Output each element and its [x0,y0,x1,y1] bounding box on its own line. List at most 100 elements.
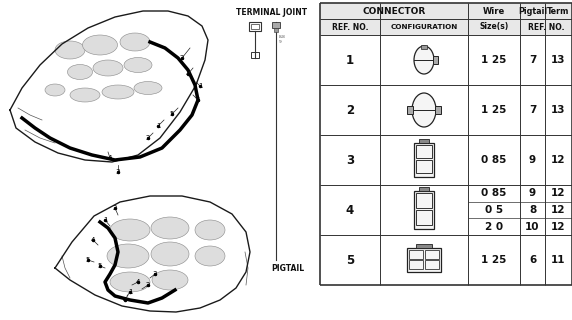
Text: 12: 12 [551,222,566,232]
Text: 8.8
9: 8.8 9 [279,35,286,44]
Bar [409,260,423,269]
Ellipse shape [152,270,188,290]
Text: 4: 4 [108,155,112,161]
Text: 1: 1 [346,53,354,67]
Text: CONFIGURATION: CONFIGURATION [390,24,458,30]
Ellipse shape [412,93,436,127]
Text: TERMINAL JOINT: TERMINAL JOINT [236,8,308,17]
Text: Pigtail: Pigtail [518,6,547,15]
Bar [251,52,259,58]
Text: 13: 13 [551,55,566,65]
Bar [416,210,432,225]
Bar [409,250,423,259]
Text: 12: 12 [551,188,566,198]
Ellipse shape [55,41,85,59]
Text: REF. NO.: REF. NO. [528,22,564,31]
Text: PIGTAIL: PIGTAIL [272,264,304,273]
Bar [320,3,572,35]
Text: 3: 3 [153,271,157,277]
Text: Term: Term [547,6,570,15]
Text: 13: 13 [551,105,566,115]
Text: 4: 4 [186,71,190,77]
Text: 5: 5 [346,253,354,267]
Bar [416,193,432,208]
Text: 2: 2 [180,55,184,61]
Text: 1 25: 1 25 [481,105,507,115]
Bar [419,139,429,143]
Text: 0 85: 0 85 [481,155,507,165]
Text: 4: 4 [136,279,140,285]
Text: 1 25: 1 25 [481,55,507,65]
Text: 7: 7 [529,105,536,115]
Bar [414,191,434,229]
Text: 1: 1 [103,217,108,223]
Text: 9: 9 [529,155,536,165]
Text: CONNECTOR: CONNECTOR [363,6,426,15]
Ellipse shape [414,46,434,74]
Ellipse shape [82,35,117,55]
Ellipse shape [67,65,93,79]
Bar [414,143,434,177]
Text: 5: 5 [170,111,174,117]
Text: 7: 7 [529,55,536,65]
Text: 2: 2 [146,282,150,288]
Text: 11: 11 [551,255,566,265]
Text: 3: 3 [116,169,120,175]
Text: 2: 2 [113,205,117,211]
Text: Size(s): Size(s) [479,22,509,31]
Text: Wire: Wire [483,6,505,15]
Bar [407,106,413,114]
Ellipse shape [70,88,100,102]
Text: 12: 12 [551,205,566,215]
Ellipse shape [93,60,123,76]
Bar [433,56,438,64]
Text: 5: 5 [98,263,102,269]
Text: 2 0: 2 0 [485,222,503,232]
Ellipse shape [195,246,225,266]
Text: 4: 4 [91,237,95,243]
Bar [249,22,261,31]
Ellipse shape [124,58,152,73]
Bar [425,250,439,259]
Bar [407,248,441,272]
Text: 2: 2 [346,103,354,116]
Text: 5: 5 [196,97,200,103]
Text: 2: 2 [146,135,150,141]
Bar [419,187,429,191]
Bar [251,24,259,29]
Ellipse shape [151,217,189,239]
Ellipse shape [151,242,189,266]
Bar [421,45,427,49]
Ellipse shape [102,85,134,99]
Bar [416,244,432,248]
Ellipse shape [45,84,65,96]
Bar [435,106,441,114]
Text: 4: 4 [123,297,127,303]
Text: REF. NO.: REF. NO. [332,22,368,31]
Ellipse shape [110,272,150,292]
Bar [416,160,432,173]
Ellipse shape [107,244,149,268]
Text: 3: 3 [346,154,354,166]
Bar [274,28,278,32]
Ellipse shape [110,219,150,241]
Text: 1: 1 [198,83,202,89]
Text: 1: 1 [156,123,160,129]
Text: 5: 5 [86,257,90,263]
Text: 10: 10 [525,222,540,232]
Bar [272,22,280,28]
Text: 4: 4 [346,204,354,217]
Text: 1: 1 [128,289,132,295]
Text: 1 25: 1 25 [481,255,507,265]
Text: 0 85: 0 85 [481,188,507,198]
Text: 12: 12 [551,155,566,165]
Bar [425,260,439,269]
Text: 9: 9 [529,188,536,198]
Ellipse shape [134,82,162,94]
Text: 8: 8 [529,205,536,215]
Text: 0 5: 0 5 [485,205,503,215]
Ellipse shape [120,33,150,51]
Bar [416,145,432,158]
Text: 6: 6 [529,255,536,265]
Ellipse shape [195,220,225,240]
